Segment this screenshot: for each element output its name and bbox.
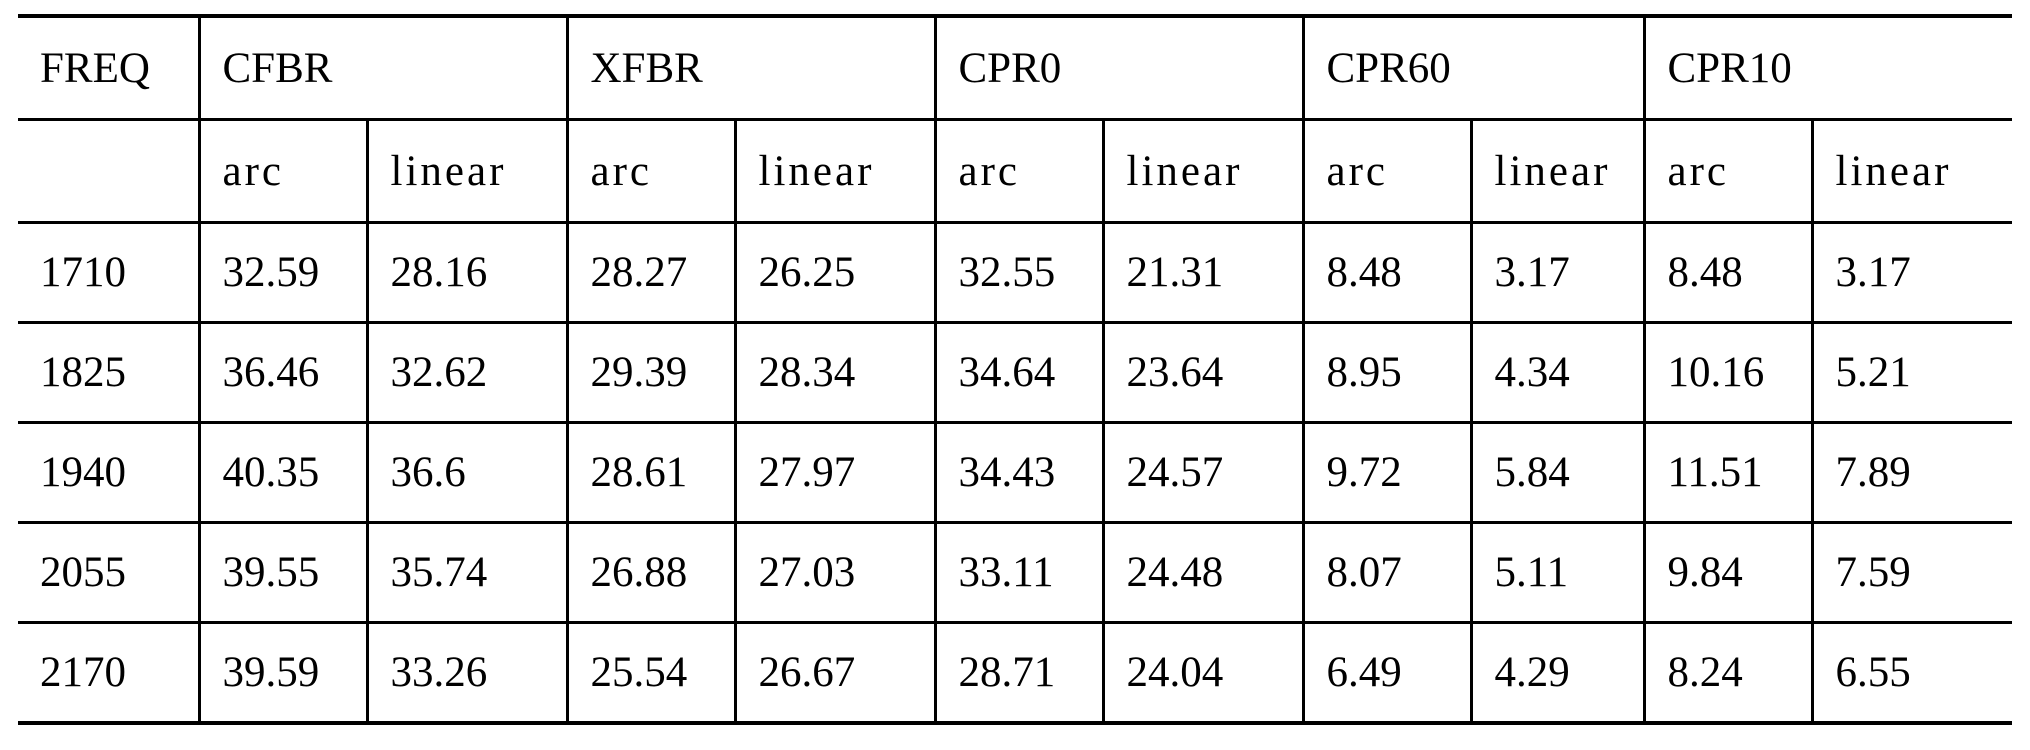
value-cell: 8.48 [1303, 223, 1471, 323]
value-cell: 7.89 [1812, 423, 2012, 523]
value-cell: 34.43 [935, 423, 1103, 523]
value-cell: 33.11 [935, 523, 1103, 623]
value-cell: 23.64 [1103, 323, 1303, 423]
value-cell: 24.57 [1103, 423, 1303, 523]
subheader-cell: arc [1644, 120, 1812, 223]
subheader-cell: arc [1303, 120, 1471, 223]
value-cell: 5.21 [1812, 323, 2012, 423]
group-header-cpr10: CPR10 [1644, 16, 2012, 120]
freq-cell: 2170 [18, 623, 199, 724]
value-cell: 5.84 [1471, 423, 1644, 523]
value-cell: 28.71 [935, 623, 1103, 724]
freq-cell: 1710 [18, 223, 199, 323]
value-cell: 4.29 [1471, 623, 1644, 724]
value-cell: 28.27 [567, 223, 735, 323]
value-cell: 32.59 [199, 223, 367, 323]
value-cell: 3.17 [1812, 223, 2012, 323]
table-row: 1940 40.35 36.6 28.61 27.97 34.43 24.57 … [18, 423, 2012, 523]
group-header-cpr0: CPR0 [935, 16, 1303, 120]
value-cell: 28.61 [567, 423, 735, 523]
value-cell: 28.34 [735, 323, 935, 423]
value-cell: 39.55 [199, 523, 367, 623]
value-cell: 3.17 [1471, 223, 1644, 323]
value-cell: 9.84 [1644, 523, 1812, 623]
value-cell: 32.55 [935, 223, 1103, 323]
subheader-cell: linear [367, 120, 567, 223]
value-cell: 11.51 [1644, 423, 1812, 523]
value-cell: 35.74 [367, 523, 567, 623]
table-row: 1825 36.46 32.62 29.39 28.34 34.64 23.64… [18, 323, 2012, 423]
value-cell: 5.11 [1471, 523, 1644, 623]
value-cell: 26.25 [735, 223, 935, 323]
data-table: FREQ CFBR XFBR CPR0 CPR60 CPR10 arc line… [18, 14, 2012, 725]
subheader-cell: arc [567, 120, 735, 223]
freq-cell: 1825 [18, 323, 199, 423]
data-table-container: FREQ CFBR XFBR CPR0 CPR60 CPR10 arc line… [18, 14, 2012, 725]
freq-cell: 1940 [18, 423, 199, 523]
subheader-empty-cell [18, 120, 199, 223]
value-cell: 21.31 [1103, 223, 1303, 323]
table-row: 2055 39.55 35.74 26.88 27.03 33.11 24.48… [18, 523, 2012, 623]
table-row: 1710 32.59 28.16 28.27 26.25 32.55 21.31… [18, 223, 2012, 323]
value-cell: 6.49 [1303, 623, 1471, 724]
group-header-cpr60: CPR60 [1303, 16, 1644, 120]
value-cell: 24.48 [1103, 523, 1303, 623]
subheader-cell: arc [935, 120, 1103, 223]
value-cell: 28.16 [367, 223, 567, 323]
group-header-xfbr: XFBR [567, 16, 935, 120]
subheader-row: arc linear arc linear arc linear arc lin… [18, 120, 2012, 223]
value-cell: 25.54 [567, 623, 735, 724]
value-cell: 27.03 [735, 523, 935, 623]
subheader-cell: linear [1471, 120, 1644, 223]
value-cell: 8.48 [1644, 223, 1812, 323]
subheader-cell: linear [735, 120, 935, 223]
value-cell: 24.04 [1103, 623, 1303, 724]
subheader-cell: linear [1103, 120, 1303, 223]
value-cell: 7.59 [1812, 523, 2012, 623]
value-cell: 34.64 [935, 323, 1103, 423]
value-cell: 39.59 [199, 623, 367, 724]
value-cell: 8.24 [1644, 623, 1812, 724]
subheader-cell: arc [199, 120, 367, 223]
table-row: 2170 39.59 33.26 25.54 26.67 28.71 24.04… [18, 623, 2012, 724]
value-cell: 29.39 [567, 323, 735, 423]
value-cell: 10.16 [1644, 323, 1812, 423]
freq-cell: 2055 [18, 523, 199, 623]
value-cell: 8.95 [1303, 323, 1471, 423]
value-cell: 8.07 [1303, 523, 1471, 623]
value-cell: 33.26 [367, 623, 567, 724]
value-cell: 26.67 [735, 623, 935, 724]
subheader-cell: linear [1812, 120, 2012, 223]
value-cell: 27.97 [735, 423, 935, 523]
value-cell: 6.55 [1812, 623, 2012, 724]
value-cell: 4.34 [1471, 323, 1644, 423]
value-cell: 32.62 [367, 323, 567, 423]
freq-header-cell: FREQ [18, 16, 199, 120]
value-cell: 40.35 [199, 423, 367, 523]
group-header-row: FREQ CFBR XFBR CPR0 CPR60 CPR10 [18, 16, 2012, 120]
value-cell: 36.46 [199, 323, 367, 423]
value-cell: 36.6 [367, 423, 567, 523]
value-cell: 26.88 [567, 523, 735, 623]
value-cell: 9.72 [1303, 423, 1471, 523]
group-header-cfbr: CFBR [199, 16, 567, 120]
